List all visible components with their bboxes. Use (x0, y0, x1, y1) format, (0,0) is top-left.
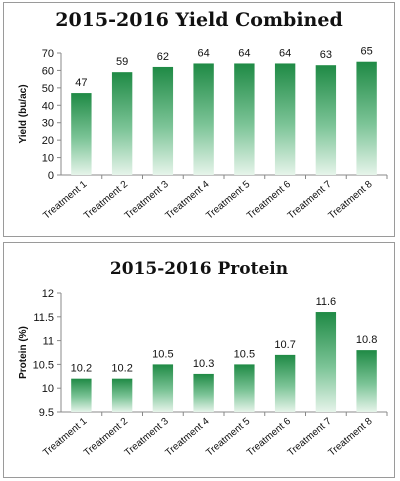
data-label: 10.8 (356, 334, 377, 346)
x-tick-label: Treatment 8 (326, 179, 374, 222)
x-tick-label: Treatment 8 (326, 416, 374, 459)
bar (111, 72, 133, 175)
data-label: 11.6 (316, 296, 337, 308)
bar (71, 378, 92, 412)
y-tick-label: 40 (42, 100, 54, 112)
y-tick-label: 11.5 (33, 312, 54, 324)
y-tick-label: 12 (42, 288, 54, 300)
protein-chart: 9.5 10 10.5 11 11.5 12 Protein (%) 10.2 Treatmen… (18, 288, 388, 459)
data-label: 10.7 (274, 339, 295, 351)
bar (193, 373, 214, 412)
protein-chart-panel: 2015-2016 Protein 9.5 10 10.5 11 11.5 12 Prote… (3, 242, 395, 478)
data-label: 64 (238, 47, 250, 59)
y-tick-label: 10 (42, 383, 54, 395)
data-label: 10.2 (71, 363, 92, 375)
y-tick-label: 70 (42, 48, 54, 60)
data-label: 10.3 (193, 358, 214, 370)
data-label: 59 (116, 56, 128, 68)
yield-chart: 0 10 20 30 40 50 60 70 Yield (bu/ac) 47 Treatment … (18, 46, 388, 222)
y-tick-label: 50 (42, 83, 54, 95)
y-tick-label: 60 (42, 65, 54, 77)
data-label: 62 (157, 51, 169, 63)
bar (315, 65, 337, 175)
y-tick-label: 30 (42, 118, 54, 130)
y-tick-label: 10.5 (33, 359, 54, 371)
y-axis-label: Yield (bu/ac) (18, 84, 29, 143)
bar (315, 312, 337, 412)
y-tick-label: 10 (42, 153, 54, 165)
yield-chart-panel: 2015-2016 Yield Combined 0 10 20 30 40 50 60 70… (3, 2, 395, 237)
data-label: 64 (279, 47, 291, 59)
protein-chart-title: 2015-2016 Protein (109, 259, 289, 279)
data-label: 64 (198, 47, 210, 59)
data-label: 10.5 (152, 348, 173, 360)
y-tick-label: 0 (48, 170, 54, 182)
data-label: 65 (361, 46, 373, 58)
bar (234, 364, 255, 412)
bar (193, 63, 214, 176)
data-label: 47 (75, 77, 87, 89)
bar (111, 378, 133, 412)
data-label: 10.2 (111, 363, 132, 375)
bar (356, 350, 377, 412)
bar (152, 66, 174, 175)
bar (356, 61, 377, 175)
bar (152, 364, 174, 412)
y-tick-label: 9.5 (39, 407, 54, 419)
data-label: 63 (320, 49, 332, 61)
yield-chart-title: 2015-2016 Yield Combined (55, 9, 343, 31)
y-tick-label: 11 (43, 336, 54, 348)
data-label: 10.5 (234, 348, 255, 360)
y-tick-label: 20 (42, 135, 54, 147)
bar (71, 93, 92, 175)
bar (274, 63, 296, 176)
bar (274, 354, 296, 412)
bar (234, 63, 255, 176)
y-axis-label: Protein (%) (18, 326, 29, 379)
